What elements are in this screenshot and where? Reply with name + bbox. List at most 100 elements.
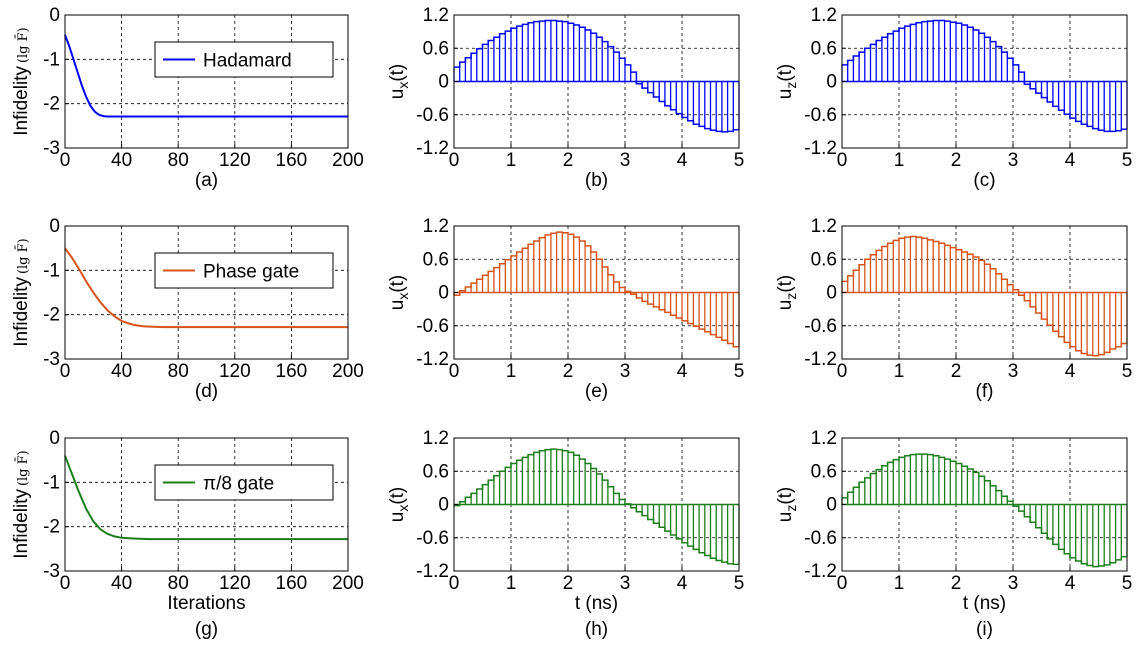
y-tick-label: 0 — [49, 216, 60, 237]
axes-box — [64, 14, 349, 149]
y-axis-label: ux(t) — [387, 64, 411, 100]
y-axis-label: ux(t) — [387, 487, 411, 523]
panel-label: (g) — [195, 619, 218, 640]
x-tick-label: 2 — [563, 573, 574, 594]
series-line — [64, 455, 348, 541]
bar-outline — [842, 19, 1127, 133]
x-tick-label: 1 — [894, 361, 905, 382]
series-line — [64, 34, 348, 118]
x-axis-label: t (ns) — [963, 593, 1006, 614]
x-tick-label: 80 — [168, 361, 189, 382]
y-tick-label: -1 — [43, 260, 60, 281]
x-tick-label: 2 — [951, 150, 962, 171]
y-tick-label: 1.2 — [423, 216, 449, 237]
y-tick-label: 0.6 — [423, 249, 449, 270]
y-tick-label: 0 — [826, 72, 837, 93]
x-tick-label: 80 — [168, 573, 189, 594]
panel-a: 0 40 80 120 160 200 0 -1 -2 -3 Infidelity(lg F̄) (a… — [11, 5, 364, 191]
y-tick-label: 0 — [438, 283, 449, 304]
panel-d: 0 40 80 120 160 200 0 -1 -2 -3 Infidelity(lg F̄) (d… — [11, 216, 364, 402]
y-tick-label: 0.6 — [423, 38, 449, 59]
panel-b: 0 1 2 3 4 5 1.2 0.6 0 -0.6 -1.2 ux(t) (b) — [387, 5, 744, 191]
x-tick-label: 4 — [1065, 361, 1076, 382]
x-tick-label: 5 — [734, 361, 745, 382]
y-axis-label: ux(t) — [387, 275, 411, 311]
x-tick-label: 4 — [677, 361, 688, 382]
x-tick-label: 200 — [332, 361, 364, 382]
legend-label: π/8 gate — [203, 474, 274, 495]
bar-outline — [842, 235, 1127, 357]
x-tick-label: 5 — [734, 150, 745, 171]
panel-h: 0 1 2 3 4 5 1.2 0.6 0 -0.6 -1.2 ux(t) t (ns) (h) — [387, 428, 744, 640]
panel-f: 0 1 2 3 4 5 1.2 0.6 0 -0.6 -1.2 uz(t) (f) — [775, 216, 1132, 402]
x-tick-label: 2 — [563, 150, 574, 171]
y-axis-label: uz(t) — [775, 275, 799, 311]
x-tick-label: 5 — [734, 573, 745, 594]
y-tick-label: 1.2 — [423, 428, 449, 449]
y-tick-label: -0.6 — [804, 528, 837, 549]
x-tick-label: 2 — [951, 573, 962, 594]
y-tick-label: 0.6 — [423, 461, 449, 482]
y-axis-label: Infidelity(lg F̄) — [11, 27, 32, 135]
x-tick-label: 0 — [449, 150, 460, 171]
panel-label: (b) — [585, 170, 608, 191]
y-tick-label: -1 — [43, 49, 60, 70]
y-axis-label: Infidelity(lg F̄) — [11, 450, 32, 558]
x-axis-label: t (ns) — [575, 593, 618, 614]
x-tick-label: 160 — [276, 150, 308, 171]
y-tick-label: -0.6 — [416, 528, 449, 549]
x-tick-label: 1 — [894, 573, 905, 594]
y-tick-label: -1.2 — [804, 561, 837, 582]
x-tick-label: 4 — [1065, 150, 1076, 171]
x-tick-label: 1 — [506, 150, 517, 171]
y-tick-label: 1.2 — [423, 5, 449, 26]
x-tick-label: 40 — [111, 361, 132, 382]
x-tick-label: 0 — [60, 573, 71, 594]
panel-label: (h) — [585, 619, 608, 640]
y-tick-label: 1.2 — [811, 216, 837, 237]
x-tick-label: 4 — [677, 150, 688, 171]
series-line — [64, 247, 348, 329]
y-axis-label: uz(t) — [775, 64, 799, 100]
x-tick-label: 0 — [60, 150, 71, 171]
x-tick-label: 120 — [219, 361, 251, 382]
panel-label: (e) — [585, 381, 608, 402]
legend: Hadamard — [154, 41, 334, 78]
y-axis-label: uz(t) — [775, 487, 799, 523]
x-tick-label: 120 — [219, 573, 251, 594]
x-tick-label: 80 — [168, 150, 189, 171]
y-tick-label: 0.6 — [811, 249, 837, 270]
y-tick-label: -1.2 — [416, 349, 449, 370]
x-tick-label: 3 — [1008, 573, 1019, 594]
panel-g: 0 40 80 120 160 200 0 -1 -2 -3 Infidelity(lg F̄) It… — [11, 428, 364, 640]
bar-outline — [842, 453, 1127, 568]
x-tick-label: 0 — [837, 150, 848, 171]
y-tick-label: -1.2 — [804, 349, 837, 370]
x-tick-label: 3 — [620, 573, 631, 594]
legend-label: Hadamard — [203, 51, 292, 72]
panel-label: (a) — [195, 170, 218, 191]
legend-label: Phase gate — [203, 262, 299, 283]
axes-box — [64, 437, 349, 572]
y-tick-label: -1 — [43, 472, 60, 493]
x-tick-label: 2 — [563, 361, 574, 382]
y-tick-label: 0 — [49, 5, 60, 26]
x-tick-label: 5 — [1122, 361, 1133, 382]
panel-i: 0 1 2 3 4 5 1.2 0.6 0 -0.6 -1.2 uz(t) t (ns) (i) — [775, 428, 1132, 640]
x-tick-label: 200 — [332, 573, 364, 594]
panel-label: (i) — [976, 619, 993, 640]
panel-c: 0 1 2 3 4 5 1.2 0.6 0 -0.6 -1.2 uz(t) (c) — [775, 5, 1132, 191]
y-tick-label: -3 — [43, 349, 60, 370]
y-tick-label: -3 — [43, 561, 60, 582]
y-tick-label: 1.2 — [811, 428, 837, 449]
legend: Phase gate — [154, 252, 334, 289]
legend: π/8 gate — [154, 464, 334, 501]
x-tick-label: 40 — [111, 573, 132, 594]
y-tick-label: 0 — [438, 495, 449, 516]
y-tick-label: -2 — [43, 94, 60, 115]
x-tick-label: 3 — [1008, 150, 1019, 171]
y-tick-label: -2 — [43, 517, 60, 538]
axes-box — [64, 225, 349, 360]
y-tick-label: 0 — [826, 283, 837, 304]
